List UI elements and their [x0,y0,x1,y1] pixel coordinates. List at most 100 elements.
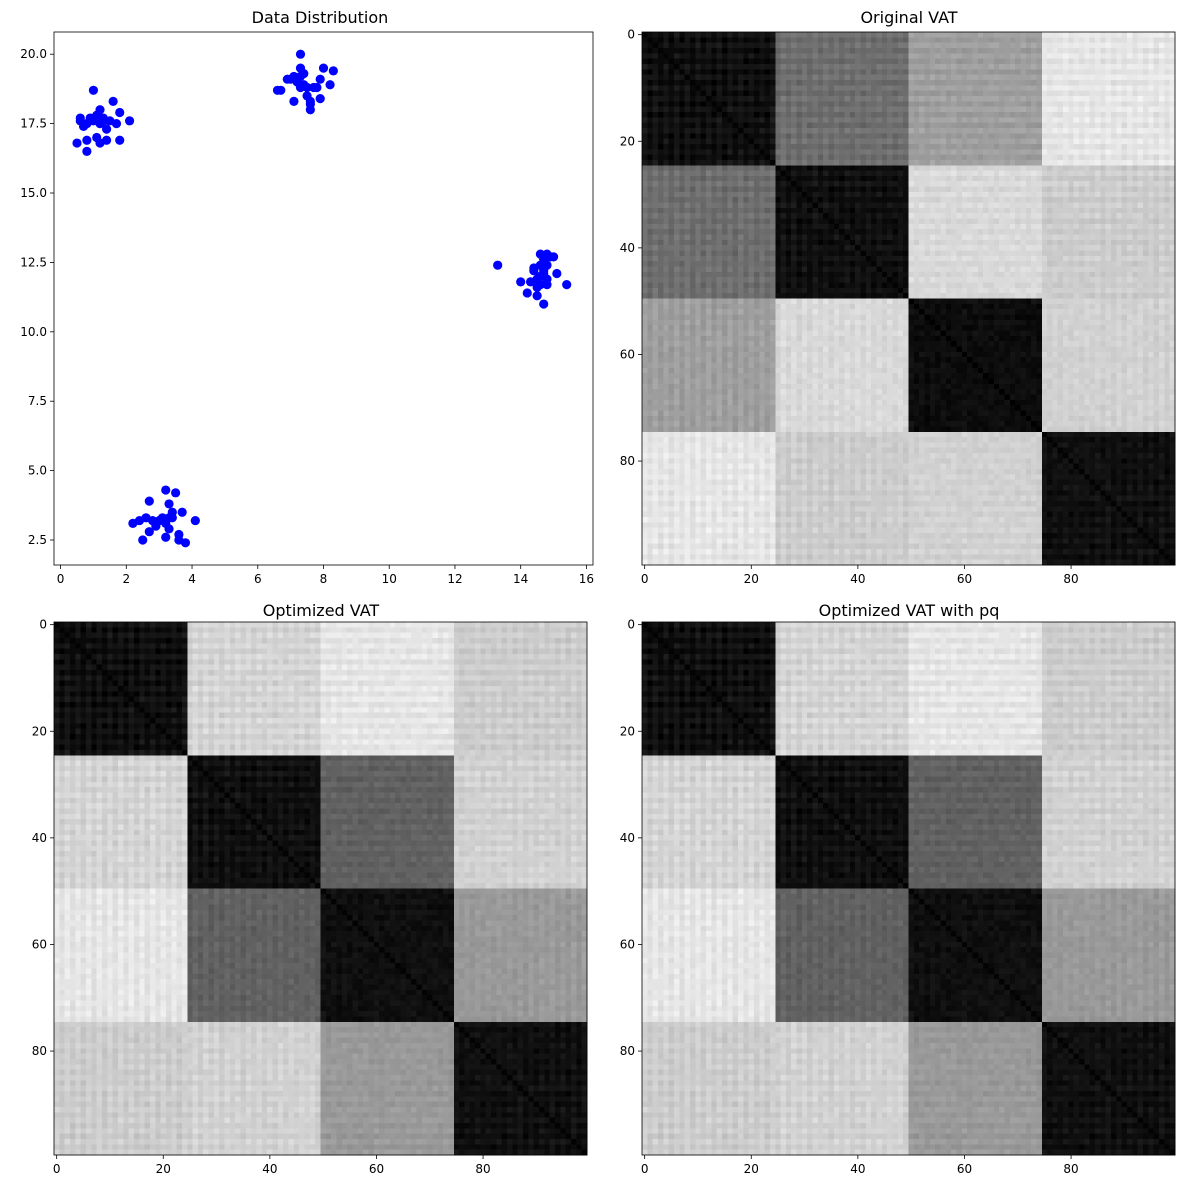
heatmap-cell [1100,165,1107,171]
heatmap-cell [817,218,824,225]
heatmap-cell [1105,53,1112,59]
heatmap-cell [759,101,765,107]
heatmap-cell [1121,266,1128,273]
heatmap-cell [1068,165,1075,171]
heatmap-cell [700,175,707,182]
heatmap-cell [1164,191,1171,198]
heatmap-cell [1004,239,1011,246]
heatmap-cell [657,85,664,91]
heatmap-cell [1164,106,1171,113]
heatmap-cell [1015,181,1021,187]
heatmap-cell [732,207,739,214]
heatmap-cell [924,170,931,177]
heatmap-cell [988,47,995,54]
heatmap-cell [1105,58,1112,65]
heatmap-cell [844,170,851,177]
heatmap-cell [679,79,685,86]
heatmap-cell [1068,69,1075,75]
heatmap-cell [807,181,813,187]
heatmap-cell [935,181,941,187]
heatmap-cell [764,271,771,278]
heatmap-cell [684,197,691,203]
heatmap-cell [1063,106,1069,113]
heatmap-cell [679,138,685,145]
heatmap-cell [647,122,654,129]
heatmap-cell [1015,223,1021,230]
heatmap-cell [775,47,781,54]
heatmap-cell [871,282,877,289]
heatmap-cell [993,223,1000,230]
heatmap-cell [663,143,669,150]
heatmap-cell [700,154,707,161]
heatmap-cell [1100,47,1107,54]
heatmap-cell [865,213,872,219]
heatmap-cell [785,32,792,38]
heatmap-cell [753,223,760,230]
heatmap-cell [908,287,915,294]
heatmap-cell [1116,37,1123,44]
heatmap-cell [780,143,787,150]
heatmap-cell [1079,32,1085,38]
heatmap-cell [993,133,1000,139]
heatmap-cell [759,149,765,155]
heatmap-cell [956,106,963,113]
heatmap-cell [1121,154,1128,161]
heatmap-cell [977,191,984,198]
heatmap-cell [897,127,904,134]
heatmap-cell [642,90,648,97]
heatmap-cell [1068,42,1075,49]
heatmap-cell [1153,106,1160,113]
heatmap-cell [716,95,723,102]
heatmap-cell [817,42,824,49]
heatmap-cell [1009,175,1016,182]
heatmap-cell [919,165,925,171]
heatmap-cell [988,197,995,203]
heatmap-cell [1020,122,1027,129]
heatmap-cell [855,58,861,65]
heatmap-cell [785,282,792,289]
heatmap-cell [1100,122,1107,129]
heatmap-cell [737,37,744,44]
heatmap-cell [759,271,765,278]
heatmap-cell [1100,53,1107,59]
heatmap-cell [1153,229,1160,235]
heatmap-cell [1031,175,1037,182]
heatmap-cell [716,250,723,257]
heatmap-cell [860,138,867,145]
heatmap-cell [908,63,915,70]
heatmap-cell [801,85,808,91]
heatmap-cell [1132,122,1139,129]
heatmap-cell [855,42,861,49]
heatmap-cell [833,197,840,203]
heatmap-cell [817,117,824,123]
heatmap-cell [652,63,659,70]
scatter-point [161,485,171,495]
heatmap-cell [807,74,813,81]
heatmap-cell [769,277,776,283]
heatmap-cell [1089,261,1096,267]
heatmap-cell [1068,47,1075,54]
heatmap-cell [716,117,723,123]
heatmap-cell [684,277,691,283]
heatmap-cell [764,223,771,230]
heatmap-cell [1153,133,1160,139]
heatmap-cell [1036,95,1043,102]
heatmap-cell [1143,159,1149,166]
heatmap-cell [727,106,733,113]
heatmap-cell [967,159,973,166]
heatmap-cell [1143,277,1149,283]
heatmap-cell [855,159,861,166]
heatmap-cell [929,255,936,262]
heatmap-cell [1100,271,1107,278]
heatmap-cell [1169,122,1176,129]
heatmap-cell [1057,106,1064,113]
heatmap-cell [961,175,968,182]
heatmap-cell [977,53,984,59]
heatmap-cell [753,32,760,38]
heatmap-cell [780,277,787,283]
heatmap-cell [1063,63,1069,70]
heatmap-cell [663,58,669,65]
heatmap-cell [721,229,728,235]
heatmap-cell [1121,133,1128,139]
scatter-point [144,527,154,537]
